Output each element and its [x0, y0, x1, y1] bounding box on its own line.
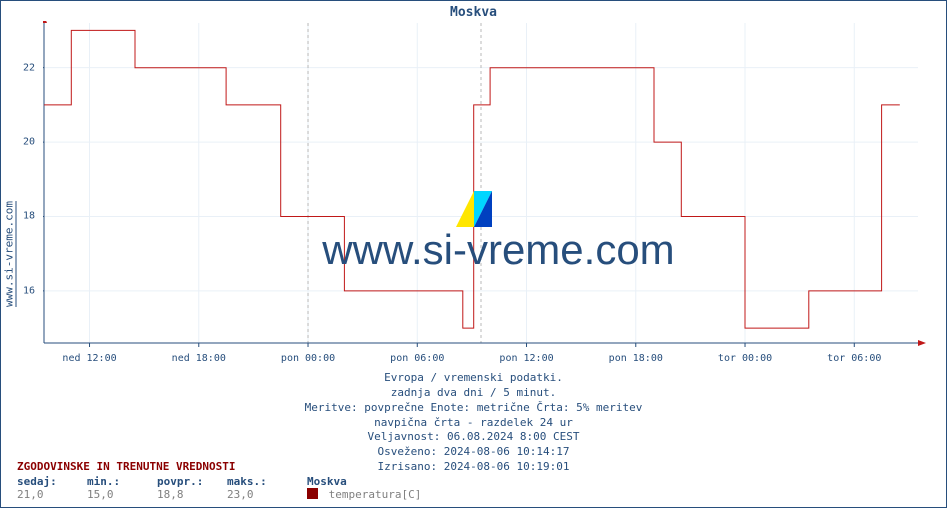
label-min: min.: — [87, 475, 157, 488]
y-tick-label: 20 — [23, 137, 35, 148]
chart-area — [43, 21, 928, 351]
meta-line: Osveženo: 2024-08-06 10:14:17 — [1, 445, 946, 460]
y-tick-label: 22 — [23, 62, 35, 73]
y-axis-labels: 16 18 20 22 — [1, 21, 41, 351]
meta-line: Veljavnost: 06.08.2024 8:00 CEST — [1, 430, 946, 445]
label-avg: povpr.: — [157, 475, 227, 488]
label-max: maks.: — [227, 475, 297, 488]
x-tick-label: tor 00:00 — [718, 353, 772, 364]
value-now: 21,0 — [17, 488, 87, 501]
stats-values-row: 21,0 15,0 18,8 23,0 temperatura[C] — [17, 488, 421, 501]
x-tick-label: pon 18:00 — [609, 353, 663, 364]
meta-line: navpična črta - razdelek 24 ur — [1, 416, 946, 431]
value-min: 15,0 — [87, 488, 157, 501]
legend-name: Moskva — [307, 475, 347, 488]
x-tick-label: ned 18:00 — [172, 353, 226, 364]
label-now: sedaj: — [17, 475, 87, 488]
legend-swatch-icon — [307, 488, 318, 499]
stats-block: ZGODOVINSKE IN TRENUTNE VREDNOSTI sedaj:… — [17, 460, 421, 501]
stats-header: ZGODOVINSKE IN TRENUTNE VREDNOSTI — [17, 460, 421, 473]
value-avg: 18,8 — [157, 488, 227, 501]
legend-metric: temperatura[C] — [329, 488, 422, 501]
meta-line: Evropa / vremenski podatki. — [1, 371, 946, 386]
chart-frame: www.si-vreme.com Moskva 16182022 ned 12:… — [0, 0, 947, 508]
meta-line: zadnja dva dni / 5 minut. — [1, 386, 946, 401]
y-tick-label: 16 — [23, 285, 35, 296]
stats-labels-row: sedaj: min.: povpr.: maks.: Moskva — [17, 475, 421, 488]
chart-svg — [43, 21, 928, 351]
x-tick-label: pon 00:00 — [281, 353, 335, 364]
x-tick-label: ned 12:00 — [62, 353, 116, 364]
chart-title: Moskva — [1, 5, 946, 20]
value-max: 23,0 — [227, 488, 297, 501]
y-tick-label: 18 — [23, 211, 35, 222]
x-axis-labels: ned 12:00 ned 18:00 pon 00:00 pon 06:00 pon … — [43, 353, 928, 367]
x-tick-label: pon 12:00 — [499, 353, 553, 364]
meta-line: Meritve: povprečne Enote: metrične Črta:… — [1, 401, 946, 416]
legend-entry: temperatura[C] — [307, 488, 421, 501]
x-tick-label: tor 06:00 — [827, 353, 881, 364]
x-tick-label: pon 06:00 — [390, 353, 444, 364]
